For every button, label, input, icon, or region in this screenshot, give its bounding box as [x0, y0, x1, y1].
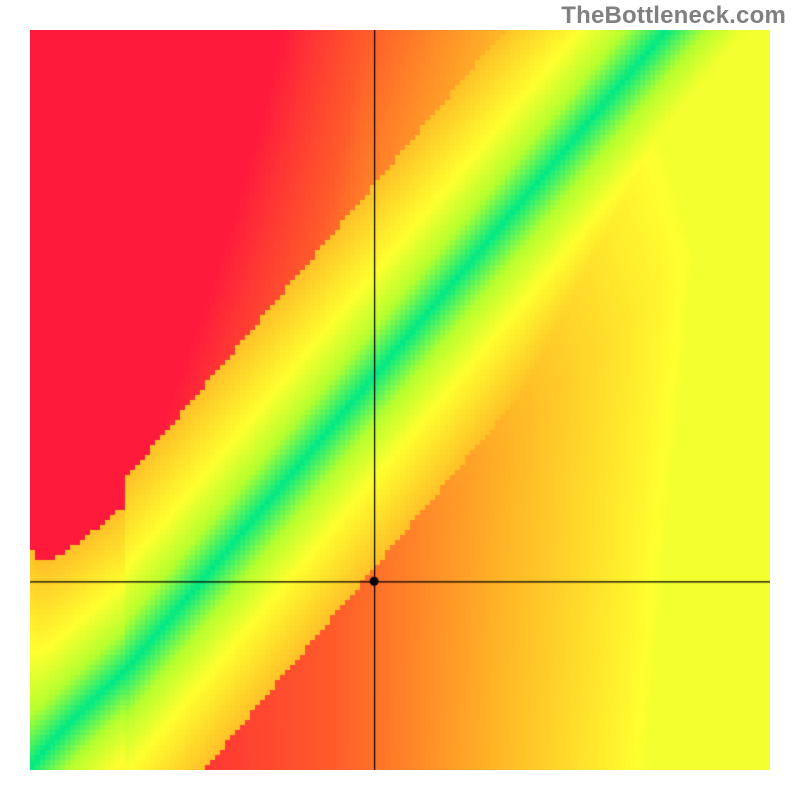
chart-container: TheBottleneck.com — [0, 0, 800, 800]
watermark-text: TheBottleneck.com — [561, 2, 786, 30]
heatmap-canvas — [30, 30, 770, 770]
heatmap-plot — [30, 30, 770, 770]
